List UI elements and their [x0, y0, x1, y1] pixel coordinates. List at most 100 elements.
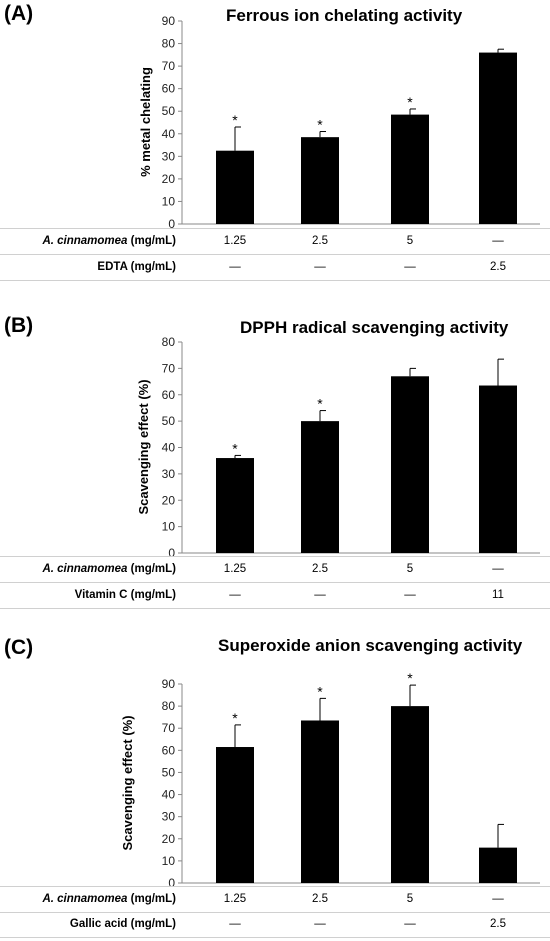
table-cell: —: [492, 235, 504, 247]
panel-b: (B) DPPH radical scavenging activity 0 10…: [0, 310, 550, 610]
bar: [391, 114, 429, 224]
significance-marker: *: [232, 112, 238, 128]
bar: [301, 421, 339, 553]
species-name: A. cinnamomea: [42, 563, 128, 575]
table-divider: [0, 937, 550, 938]
row-label: Vitamin C (mg/mL): [0, 580, 176, 610]
y-tick-label: 10: [162, 520, 176, 534]
table-cell: —: [229, 589, 241, 601]
row-label-text: Vitamin C (mg/mL): [74, 589, 176, 601]
y-tick-label: 20: [162, 832, 176, 846]
chart-title: DPPH radical scavenging activity: [240, 318, 509, 337]
y-tick-label: 0: [168, 876, 175, 890]
table-cell: —: [404, 589, 416, 601]
row-label-text: Gallic acid (mg/mL): [69, 918, 176, 930]
y-tick-label: 90: [162, 14, 176, 28]
table-row: A. cinnamomea (mg/mL) 1.25 2.5 5 —: [0, 228, 550, 258]
y-tick-label: 10: [162, 854, 176, 868]
row-label: A. cinnamomea (mg/mL): [0, 554, 176, 584]
chart-title: Ferrous ion chelating activity: [226, 6, 463, 25]
table-cell: 2.5: [312, 235, 328, 247]
significance-marker: *: [407, 670, 413, 686]
table-cell: 5: [406, 563, 414, 575]
y-tick-label: 60: [162, 743, 176, 757]
y-tick-label: 40: [162, 127, 176, 141]
panel-a: (A) Ferrous ion chelating activity 0 10 20…: [0, 0, 550, 295]
table-cell: —: [314, 589, 326, 601]
table-cell: 2.5: [312, 893, 328, 905]
panel-letter: (B): [4, 314, 34, 337]
row-label-text: (mg/mL): [127, 893, 176, 905]
bar: [479, 52, 517, 225]
row-label: A. cinnamomea (mg/mL): [0, 884, 176, 914]
table-cell: —: [229, 261, 241, 273]
table-cell: —: [492, 563, 504, 575]
bar-chart-a: 0 10 20 30 40 50 60 70 80 90 % metal chelating * * *: [138, 14, 540, 230]
table-cell: —: [229, 918, 241, 930]
table-cell: 2.5: [490, 918, 506, 930]
y-tick-label: 40: [162, 441, 176, 455]
table-divider: [0, 254, 550, 255]
species-name: A. cinnamomea: [42, 893, 128, 905]
table-row: A. cinnamomea (mg/mL) 1.25 2.5 5 —: [0, 556, 550, 586]
y-tick-label: 0: [168, 217, 175, 230]
bar: [216, 747, 254, 883]
row-label: EDTA (mg/mL): [0, 252, 176, 282]
y-axis-label: Scavenging effect (%): [136, 379, 151, 514]
y-tick-label: 30: [162, 149, 176, 163]
significance-marker: *: [317, 683, 323, 699]
bar-chart-c: 0 10 20 30 40 50 60 70 80 90 Scavenging effect (%)…: [120, 670, 540, 890]
bar-chart-b: 0 10 20 30 40 50 60 70 80 Scavenging effect (%) * *: [136, 335, 540, 560]
table-divider: [0, 608, 550, 609]
bar: [301, 720, 339, 883]
table-cell: 5: [406, 235, 414, 247]
table-cell: 5: [406, 893, 414, 905]
y-tick-label: 70: [162, 361, 176, 375]
table-divider: [0, 886, 550, 887]
table-cell: 1.25: [223, 893, 247, 905]
bar: [391, 376, 429, 553]
significance-marker: *: [317, 117, 323, 133]
y-tick-label: 20: [162, 172, 176, 186]
y-tick-label: 90: [162, 677, 176, 691]
panel-letter: (C): [4, 636, 34, 659]
panel-letter: (A): [4, 2, 34, 25]
significance-marker: *: [317, 396, 323, 412]
bar: [301, 137, 339, 224]
significance-marker: *: [407, 94, 413, 110]
table-cell: —: [492, 893, 504, 905]
table-cell: —: [404, 918, 416, 930]
y-tick-label: 40: [162, 788, 176, 802]
significance-marker: *: [232, 710, 238, 726]
table-cell: 2.5: [490, 261, 506, 273]
bar: [479, 385, 517, 553]
row-label-text: (mg/mL): [127, 235, 176, 247]
bar: [479, 847, 517, 883]
y-tick-label: 80: [162, 37, 176, 51]
bar: [216, 458, 254, 553]
y-tick-label: 10: [162, 194, 176, 208]
bar: [216, 150, 254, 224]
species-name: A. cinnamomea: [42, 235, 128, 247]
y-tick-label: 70: [162, 721, 176, 735]
row-label-text: (mg/mL): [127, 563, 176, 575]
y-tick-label: 30: [162, 810, 176, 824]
table-cell: —: [314, 918, 326, 930]
table-divider: [0, 280, 550, 281]
y-tick-label: 50: [162, 104, 176, 118]
bar: [391, 706, 429, 883]
table-cell: 11: [492, 589, 504, 601]
row-label: Gallic acid (mg/mL): [0, 909, 176, 939]
y-tick-label: 80: [162, 335, 176, 349]
y-tick-label: 0: [168, 546, 175, 560]
y-tick-label: 50: [162, 414, 176, 428]
table-row: Gallic acid (mg/mL) — — — 2.5: [0, 911, 550, 941]
table-divider: [0, 556, 550, 557]
chart-title: Superoxide anion scavenging activity: [218, 636, 523, 655]
y-tick-label: 60: [162, 82, 176, 96]
y-tick-label: 70: [162, 59, 176, 73]
y-tick-label: 60: [162, 388, 176, 402]
y-tick-label: 30: [162, 467, 176, 481]
y-tick-label: 50: [162, 765, 176, 779]
y-axis-label: % metal chelating: [138, 67, 153, 177]
